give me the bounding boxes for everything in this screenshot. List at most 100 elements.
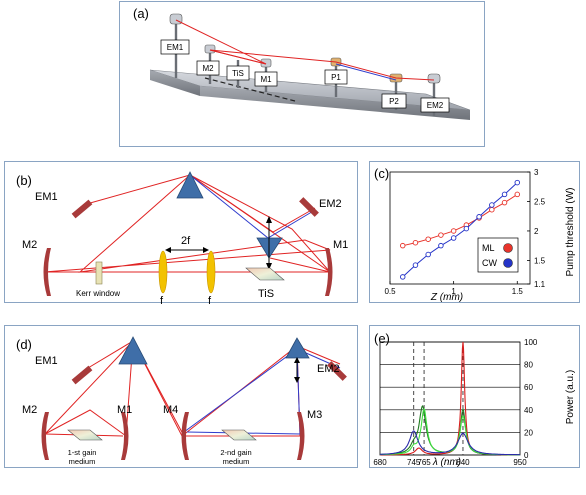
panel-b: (b) EM1 EM2 M2 M1 2f f f Kerr — [16, 171, 348, 307]
chart-c-point-cw — [399, 274, 406, 280]
chart-c-ytick-label: 2 — [534, 227, 539, 236]
panel-a-label: (a) — [133, 6, 149, 21]
mirror-em1-b — [71, 199, 93, 219]
chart-c-point-ml — [412, 239, 419, 246]
beam-blue-a — [335, 63, 397, 81]
panel-c-frame — [369, 161, 580, 303]
label-gain1-b: medium — [69, 457, 96, 466]
label-m1-d: M1 — [117, 404, 132, 416]
breadboard-side-left — [150, 70, 200, 96]
chart-c-xtick-label: 1.5 — [512, 287, 524, 296]
tis-crystal-b — [245, 267, 285, 281]
mirror-em2-d — [327, 361, 347, 381]
chart-c-point-cw — [412, 262, 419, 268]
chart-e-ytick-label: 100 — [524, 338, 538, 347]
chart-e-xtick-label: 765 — [417, 458, 431, 467]
chart-c-point-ml — [514, 191, 521, 198]
chart-c-legend-marker-ml — [503, 243, 513, 253]
lens-right-b — [206, 250, 216, 294]
chart-c: (c) Z (mm) Pump threshold (W) 0.5 1 1.5 1.1… — [374, 166, 576, 303]
mirror-m3-d — [297, 412, 305, 460]
label-em2-d: EM2 — [317, 363, 340, 375]
label-gain1-a: 1-st gain — [68, 448, 97, 457]
chart-c-point-cw — [425, 251, 431, 258]
prism-movable-d — [285, 337, 310, 359]
chart-c-point-ml — [489, 206, 495, 213]
chart-c-legend-label-cw: CW — [482, 258, 497, 268]
label-em2-b: EM2 — [319, 198, 342, 210]
label-m2-b: M2 — [22, 239, 37, 251]
chart-c-ylabel: Pump threshold (W) — [565, 188, 576, 277]
prism-top-d — [118, 336, 148, 365]
chart-c-point-cw — [438, 242, 444, 249]
chart-c-point-ml — [425, 236, 431, 242]
chart-c-xtick-label: 1 — [451, 287, 456, 296]
box-m1: M1 — [260, 75, 272, 84]
chart-e-xtick-label: 745 — [407, 458, 421, 467]
label-f-right: f — [208, 295, 212, 307]
label-2f: 2f — [181, 235, 191, 247]
chart-e-xtick-label: 680 — [373, 458, 387, 467]
mirror-em2-b — [299, 197, 319, 217]
chart-c-point-ml — [438, 232, 444, 238]
mirror-m1-d — [121, 412, 129, 460]
chart-c-series-line-ml — [402, 193, 518, 247]
panel-a-boxes: EM1 M2 TiS M1 P1 P2 EM2 — [160, 39, 450, 113]
lens-left-b — [158, 250, 168, 294]
chart-e-ytick-label: 40 — [524, 406, 533, 415]
chart-c-point-ml — [501, 199, 508, 206]
panel-a: (a) EM1 — [133, 6, 471, 120]
chart-c-point-cw — [501, 191, 508, 198]
mirror-m1-b — [325, 248, 333, 296]
chart-e-xlabel: λ (nm) — [432, 457, 461, 468]
chart-c-legend-marker-cw — [503, 258, 513, 268]
panel-e-frame — [369, 325, 580, 468]
panel-b-frame — [4, 161, 358, 303]
label-tis-b: TiS — [258, 288, 274, 300]
chart-c-point-cw — [476, 214, 482, 220]
label-m2-d: M2 — [22, 404, 37, 416]
mirror-em1-d — [71, 365, 93, 385]
label-f-left: f — [160, 295, 164, 307]
chart-c-point-cw — [450, 235, 457, 241]
panel-b-label: (b) — [16, 173, 32, 188]
chart-c-legend-label-ml: ML — [482, 243, 495, 253]
label-m1-b: M1 — [333, 239, 348, 251]
chart-c-point-cw — [489, 202, 495, 208]
beam-red-a — [175, 19, 435, 81]
chart-c-xlabel: Z (mm) — [430, 292, 463, 303]
chart-c-point-ml — [399, 242, 406, 249]
label-m3-d: M3 — [307, 409, 322, 421]
chart-c-xtick-label: 0.5 — [384, 287, 396, 296]
box-em1: EM1 — [167, 43, 184, 52]
chart-c-point-cw — [463, 225, 470, 232]
chart-e-ytick-label: 60 — [524, 383, 533, 392]
panel-c-label: (c) — [374, 166, 389, 181]
gain-medium-2 — [221, 429, 257, 441]
chart-c-point-cw — [514, 179, 521, 186]
mirror-m2-b — [43, 248, 51, 296]
chart-e: (e) λ (nm) Power (a.u.) 0 20 40 60 80 100 680 7… — [373, 331, 576, 468]
mirror-m2-d — [41, 412, 49, 460]
box-tis: TiS — [232, 69, 244, 78]
chart-e-ytick-label: 20 — [524, 428, 533, 437]
chart-e-spectrum-2 — [380, 407, 520, 456]
chart-c-series-line-cw — [402, 182, 518, 278]
panel-d-label: (d) — [16, 337, 32, 352]
chart-c-ytick-label: 1.5 — [534, 256, 546, 265]
label-m4-d: M4 — [163, 404, 178, 416]
label-gain2-a: 2-nd gain — [220, 448, 251, 457]
chart-e-xtick-label: 950 — [513, 458, 527, 467]
chart-e-ylabel: Power (a.u.) — [565, 370, 576, 424]
chart-e-xtick-label: 840 — [456, 458, 470, 467]
chart-c-point-ml — [450, 228, 457, 234]
panel-d: (d) EM1 EM2 M2 M1 M4 M3 1-st gain medium — [16, 336, 347, 466]
chart-c-ytick-label: 2.5 — [534, 197, 546, 206]
chart-e-spectrum-1 — [380, 404, 520, 456]
label-gain2-b: medium — [223, 457, 250, 466]
prism-top-b — [176, 171, 204, 199]
box-em2: EM2 — [427, 101, 444, 110]
box-p1: P1 — [331, 73, 341, 82]
kerr-window-b — [95, 261, 103, 285]
